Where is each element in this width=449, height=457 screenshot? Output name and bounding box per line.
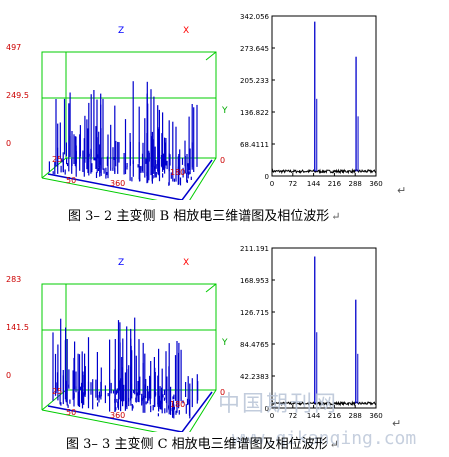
z-tick-label: 0	[6, 371, 11, 380]
x-tick-label: 216	[328, 180, 342, 188]
paragraph-mark: ↵	[392, 417, 402, 430]
z-tick-label: 283	[6, 275, 21, 284]
z-tick-label: 497	[6, 43, 21, 52]
x-tick-label: 144	[307, 412, 321, 420]
y-tick-label: 0	[265, 405, 269, 413]
chart-3d-b-phase: Z X Y 497 249.5 0 25 50 360 180 0	[6, 26, 228, 200]
axis-letter-x: X	[183, 258, 189, 268]
y-tick-label: 25	[52, 387, 62, 396]
y-tick-label: 342.056	[240, 13, 269, 21]
y-tick-label: 42.2383	[240, 373, 269, 381]
x-tick-label: 360	[110, 411, 125, 420]
x-tick-label: 216	[328, 412, 342, 420]
z-tick-label: 0	[6, 139, 11, 148]
frame-left-wall	[41, 51, 66, 178]
plot-frame	[271, 15, 377, 177]
axis-letter-y: Y	[221, 338, 228, 348]
y-tick-label: 0	[265, 173, 269, 181]
frame-floor	[41, 157, 217, 200]
frame-right-edge	[205, 51, 217, 61]
y-tick-label: 273.645	[240, 45, 269, 53]
y-tick-label: 211.191	[240, 245, 269, 253]
x-tick-label: 360	[369, 412, 382, 420]
x-tick-label: 72	[288, 180, 297, 188]
x-tick-label: 144	[307, 180, 321, 188]
y-tick-label: 50	[66, 408, 76, 417]
y-tick-label: 84.4765	[240, 341, 269, 349]
chart-phase-b: 342.056 273.645 205.233 136.822 68.4111 00 72 1…	[240, 13, 383, 188]
watermark-text: 中国期刊网	[218, 392, 339, 417]
paragraph-mark: ↵	[329, 438, 339, 451]
x-tick-label: 180	[170, 400, 185, 409]
y-tick-label: 68.4111	[240, 141, 269, 149]
caption-text: 图 3– 2 主变侧 B 相放电三维谱图及相位波形	[68, 209, 330, 224]
paragraph-mark: ↵	[331, 210, 341, 223]
floor-mesh	[47, 391, 213, 432]
x-tick-label: 0	[220, 156, 225, 165]
x-tick-label: 0	[270, 412, 274, 420]
caption-figure-3-2: 图 3– 2 主变侧 B 相放电三维谱图及相位波形 ↵	[68, 205, 340, 224]
y-tick-label: 168.953	[240, 277, 269, 285]
x-tick-label: 72	[288, 412, 297, 420]
paragraph-mark: ↵	[397, 184, 407, 197]
floor-mesh	[47, 159, 213, 200]
axis-letter-z: Z	[118, 258, 124, 268]
z-tick-label: 249.5	[6, 91, 29, 100]
z-tick-label: 141.5	[6, 323, 29, 332]
frame-floor-edge	[41, 389, 67, 411]
baseline-trace	[271, 400, 377, 407]
axis-letter-z: Z	[118, 26, 124, 36]
chart-3d-c-phase: Z X Y 283 141.5 0 25 50 360 180 0	[6, 258, 228, 432]
x-tick-label: 0	[220, 388, 225, 397]
frame-left-wall	[41, 283, 66, 410]
chart-phase-c: 211.191 168.953 126.715 84.4765 42.2383 00 72 1…	[240, 245, 383, 420]
baseline-trace	[271, 168, 377, 175]
figure-3-3: Z X Y 283 141.5 0 25 50 360 180 0 211.191 168.953 12…	[0, 232, 449, 457]
watermark-url: www.qikanqing.com	[232, 428, 417, 449]
y-tick-label: 126.715	[240, 309, 269, 317]
axis-letter-y: Y	[221, 106, 228, 116]
frame-floor	[41, 389, 217, 432]
x-tick-label: 288	[349, 180, 362, 188]
x-tick-label: 180	[170, 168, 185, 177]
x-tick-label: 288	[349, 412, 362, 420]
x-tick-label: 0	[270, 180, 274, 188]
caption-figure-3-3: 图 3– 3 主变侧 C 相放电三维谱图及相位波形 ↵	[66, 433, 339, 452]
y-tick-label: 136.822	[240, 109, 269, 117]
x-tick-label: 360	[110, 179, 125, 188]
frame-right-edge	[205, 283, 217, 293]
y-tick-label: 25	[52, 155, 62, 164]
figure-3-2: Z X Y 497 249.5 0 25 50 360 180 0 342.056 273.645 20…	[6, 13, 383, 200]
y-tick-label: 205.233	[240, 77, 269, 85]
caption-text: 图 3– 3 主变侧 C 相放电三维谱图及相位波形	[66, 437, 328, 452]
axis-letter-x: X	[183, 26, 189, 36]
y-tick-label: 50	[66, 176, 76, 185]
plot-frame	[271, 247, 377, 409]
x-tick-label: 360	[369, 180, 382, 188]
